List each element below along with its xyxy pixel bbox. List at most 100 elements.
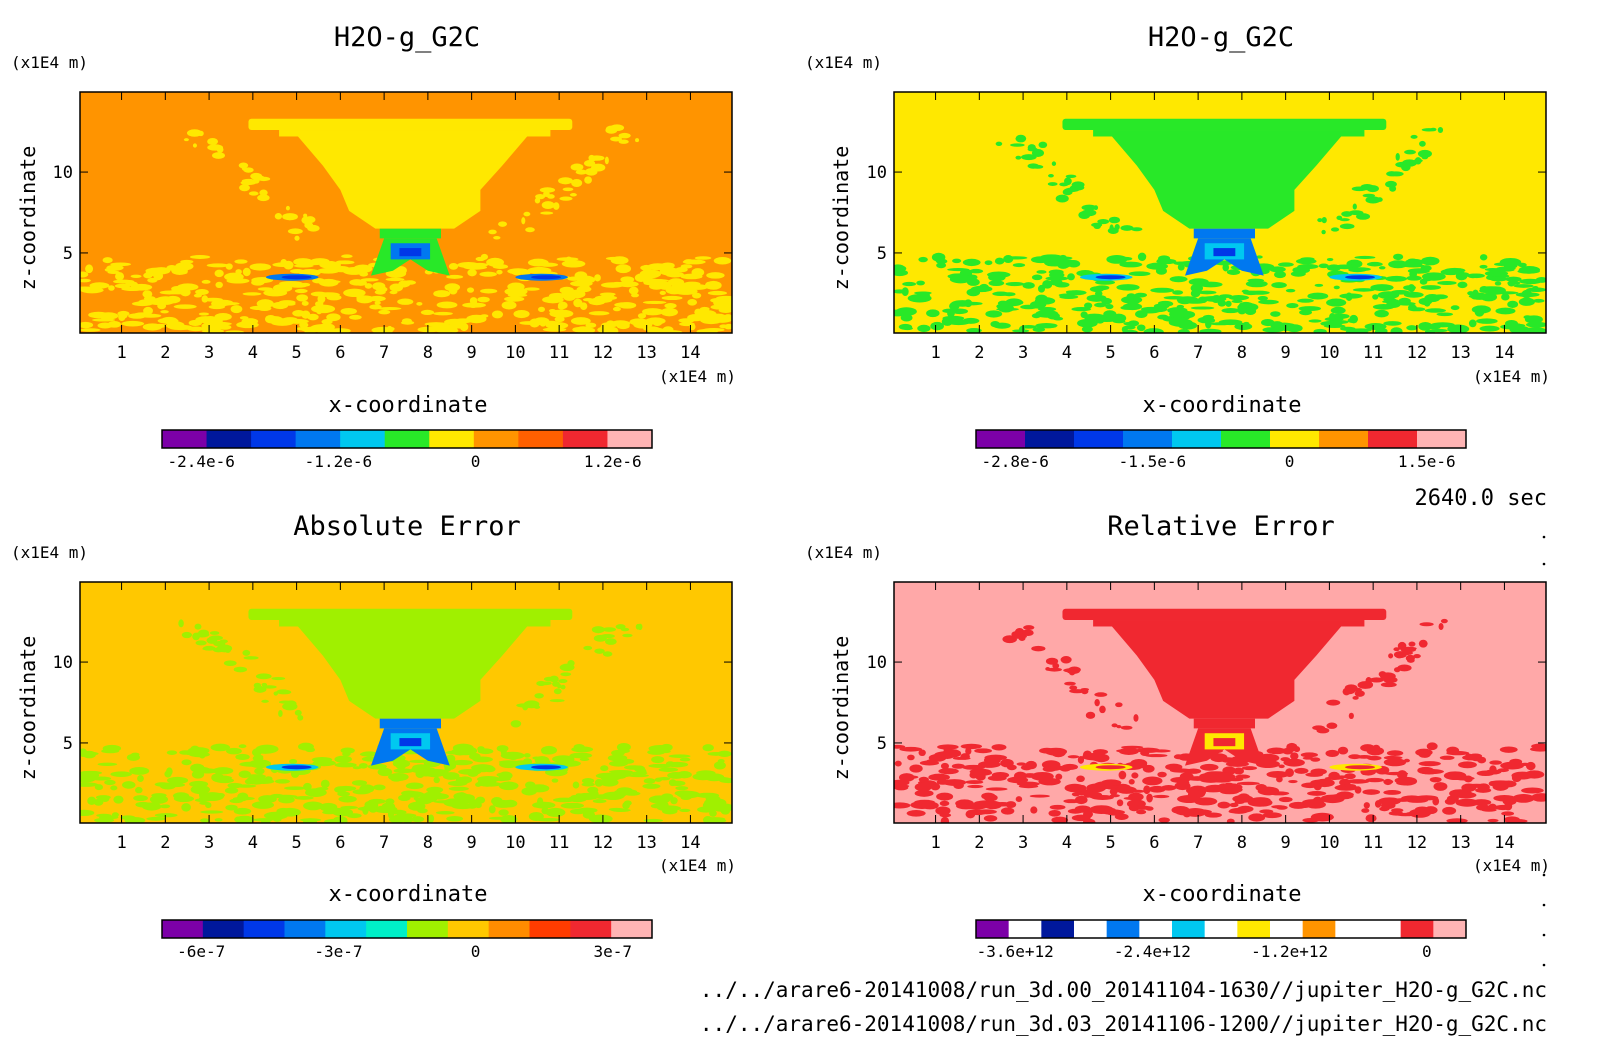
- flank-cell: [1031, 164, 1044, 169]
- flank-cell: [1060, 655, 1072, 664]
- speckle-cell: [902, 326, 913, 331]
- speckle-cell: [1256, 753, 1280, 763]
- speckle-cell: [1408, 304, 1417, 311]
- plume-neck: [379, 718, 442, 729]
- flank-cell: [207, 137, 219, 146]
- flank-cell: [257, 194, 270, 202]
- speckle-cell: [648, 763, 672, 768]
- colorbar-label: 0: [1285, 452, 1295, 471]
- speckle-cell: [1476, 804, 1491, 811]
- speckle-cell: [340, 747, 355, 754]
- speckle-cell: [1307, 292, 1329, 300]
- speckle-cell: [661, 295, 683, 301]
- speckle-cell: [984, 754, 1008, 761]
- speckle-cell: [1071, 814, 1091, 822]
- speckle-cell: [507, 293, 528, 298]
- speckle-cell: [213, 775, 233, 781]
- speckle-cell: [696, 792, 720, 798]
- speckle-cell: [705, 280, 722, 290]
- speckle-cell: [104, 779, 116, 786]
- speckle-cell: [401, 318, 412, 324]
- flank-cell: [1414, 157, 1422, 165]
- speckle-cell: [1126, 293, 1136, 300]
- speckle-cell: [594, 274, 601, 282]
- flank-cell: [1401, 163, 1411, 172]
- speckle-cell: [1203, 788, 1223, 793]
- flank-cell: [541, 201, 555, 210]
- flank-cell: [1321, 229, 1326, 235]
- speckle-cell: [205, 802, 212, 809]
- speckle-cell: [894, 269, 908, 277]
- speckle-cell: [1297, 263, 1319, 270]
- stem-deep: [1213, 738, 1236, 747]
- speckle-cell: [538, 262, 559, 267]
- speckle-cell: [173, 304, 197, 309]
- speckle-cell: [1106, 254, 1128, 264]
- speckle-cell: [82, 750, 96, 759]
- speckle-cell: [1354, 786, 1362, 794]
- flank-cell: [618, 132, 631, 139]
- speckle-cell: [501, 301, 517, 310]
- flank-cell: [202, 645, 216, 651]
- speckle-cell: [1307, 790, 1327, 796]
- speckle-cell: [617, 281, 639, 288]
- x-tick-label: 5: [1105, 343, 1115, 363]
- speckle-cell: [540, 745, 558, 755]
- x-tick-label: 8: [423, 343, 433, 363]
- speckle-cell: [1285, 288, 1296, 293]
- speckle-cell: [983, 815, 998, 822]
- speckle-cell: [652, 319, 663, 327]
- speckle-cell: [668, 754, 691, 758]
- speckle-cell: [988, 280, 1005, 287]
- speckle-cell: [1101, 297, 1113, 305]
- speckle-cell: [1081, 326, 1093, 333]
- y-axis-label: z-coordinate: [16, 146, 40, 291]
- speckle-cell: [159, 290, 180, 295]
- speckle-cell: [699, 306, 710, 313]
- speckle-cell: [554, 316, 565, 323]
- flank-cell: [1065, 174, 1077, 178]
- speckle-cell: [389, 283, 404, 292]
- speckle-cell: [984, 260, 993, 266]
- speckle-cell: [149, 795, 169, 804]
- flank-cell: [1360, 184, 1374, 191]
- colorbar-frame: [975, 919, 1467, 939]
- speckle-cell: [1217, 801, 1231, 809]
- speckle-cell: [198, 312, 210, 316]
- speckle-cell: [1035, 294, 1048, 303]
- flank-cell: [1022, 629, 1034, 637]
- x-tick-label: 10: [505, 833, 525, 853]
- speckle-cell: [1183, 298, 1207, 304]
- flank-cell: [1011, 631, 1022, 638]
- x-unit-label: (x1E4 m): [1473, 856, 1550, 875]
- speckle-cell: [1051, 816, 1069, 823]
- speckle-cell: [1143, 785, 1151, 795]
- speckle-cell: [1439, 755, 1455, 760]
- speckle-cell: [1354, 255, 1376, 259]
- speckle-cell: [1276, 776, 1283, 783]
- speckle-cell: [1320, 320, 1343, 327]
- flank-cell: [1395, 153, 1400, 161]
- speckle-cell: [214, 269, 224, 278]
- speckle-cell: [1348, 267, 1371, 272]
- speckle-cell: [319, 261, 341, 269]
- speckle-cell: [201, 279, 211, 284]
- speckle-cell: [457, 322, 467, 328]
- speckle-cell: [122, 781, 136, 789]
- speckle-cell: [157, 317, 179, 324]
- flank-cell: [307, 224, 320, 232]
- speckle-cell: [1325, 749, 1340, 757]
- speckle-cell: [1171, 805, 1190, 815]
- flank-cell: [560, 684, 566, 690]
- speckle-cell: [367, 295, 386, 302]
- field: [894, 582, 1546, 823]
- speckle-cell: [1457, 281, 1468, 289]
- speckle-cell: [1318, 263, 1329, 269]
- flank-cell: [1369, 677, 1384, 683]
- speckle-cell: [1430, 328, 1448, 333]
- speckle-cell: [579, 757, 590, 762]
- speckle-cell: [130, 274, 142, 279]
- speckle-cell: [1344, 773, 1356, 780]
- flank-cell: [1091, 222, 1103, 227]
- speckle-cell: [935, 806, 951, 816]
